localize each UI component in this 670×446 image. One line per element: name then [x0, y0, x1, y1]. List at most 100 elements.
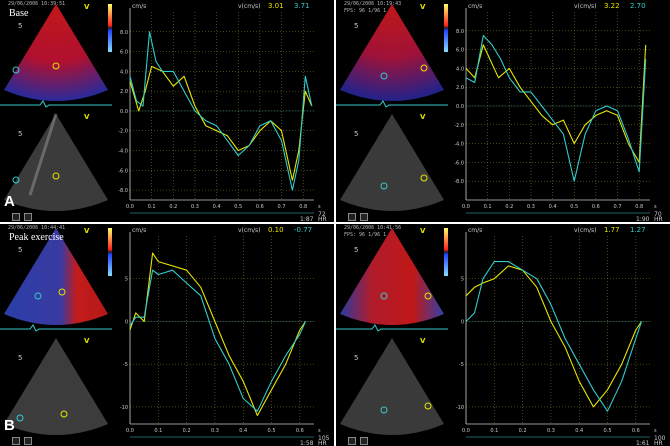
- y-tick-label: 2.0: [120, 89, 128, 95]
- readout-green: 3.71: [294, 2, 310, 10]
- readout-yellow: 3.22: [604, 2, 620, 10]
- x-tick-label: 0.3: [547, 428, 555, 434]
- y-tick-label: -2.0: [118, 129, 128, 135]
- y-tick-label: -2.0: [454, 123, 464, 129]
- y-tick-label: 0.0: [456, 104, 464, 110]
- x-tick-label: 0.4: [239, 428, 247, 434]
- velocity-chart: 0.0 0.1 0.2 0.3 0.4 0.5 0.6 5 0 -5 -10 cm/s v(cm/s) 1…: [456, 226, 666, 446]
- x-tick-label: 0.7: [278, 204, 286, 210]
- y-unit-label: cm/s: [468, 3, 482, 10]
- y-tick-label: -8.0: [118, 188, 128, 194]
- settings-icon[interactable]: [348, 437, 356, 445]
- y-tick-label: -5: [459, 362, 464, 368]
- y-tick-label: 4.0: [120, 69, 128, 75]
- hr-value: 70: [654, 211, 662, 218]
- hr-label: HR: [654, 440, 663, 446]
- hr-time: 1:61: [636, 440, 650, 446]
- y-unit-label: cm/s: [132, 227, 146, 234]
- bmode-sector: [340, 338, 444, 435]
- color-doppler-sector: [4, 4, 108, 101]
- y-tick-label: -4.0: [118, 149, 128, 155]
- panel-b-peak-exercise: V V 5 5 29/06/2006 10:44:41 Peak exercis…: [0, 224, 334, 446]
- x-tick-label: 0.1: [484, 204, 492, 210]
- ecg-trace: [0, 324, 112, 332]
- v-marker: V: [420, 113, 426, 121]
- depth-marker: 5: [354, 22, 359, 30]
- y-tick-label: 2.0: [456, 85, 464, 91]
- y-tick-label: 0: [125, 319, 128, 325]
- y-unit-label: cm/s: [132, 3, 146, 10]
- y-tick-label: -5: [123, 362, 128, 368]
- green-velocity-trace: [465, 261, 643, 412]
- x-tick-label: 0.4: [213, 204, 221, 210]
- camera-icon[interactable]: [360, 213, 368, 221]
- y-tick-label: 4.0: [456, 66, 464, 72]
- x-tick-label: 0.5: [570, 204, 578, 210]
- velocity-color-scale: [444, 4, 448, 52]
- settings-icon[interactable]: [12, 213, 20, 221]
- v-marker: V: [84, 337, 90, 345]
- v-marker: V: [420, 3, 426, 11]
- x-tick-label: 0.5: [604, 428, 612, 434]
- hr-value: 100: [654, 435, 666, 442]
- settings-icon[interactable]: [12, 437, 20, 445]
- ecg-trace: [0, 100, 112, 108]
- y-unit-label: cm/s: [468, 227, 482, 234]
- x-tick-label: 0.6: [256, 204, 264, 210]
- readout-yellow: 1.77: [604, 226, 620, 234]
- y-tick-label: 6.0: [456, 48, 464, 54]
- condition-label: Peak exercise: [9, 232, 64, 243]
- x-tick-label: 0.5: [234, 204, 242, 210]
- timestamp: 29/06/2006 10:41:56: [344, 225, 402, 231]
- depth-marker: 5: [18, 354, 23, 362]
- hr-label: HR: [654, 216, 663, 222]
- y-tick-label: 8.0: [120, 30, 128, 36]
- panel-a-second: V V 5 5 29/06/2006 10:19:43 FPS: 96 1/96…: [336, 0, 670, 222]
- condition-label: Base: [9, 8, 29, 19]
- depth-marker: 5: [354, 246, 359, 254]
- ecg-trace: [336, 100, 448, 108]
- color-doppler-sector: [340, 4, 444, 101]
- panel-letter: A: [4, 193, 15, 210]
- x-tick-label: 0.8: [635, 204, 643, 210]
- camera-icon[interactable]: [360, 437, 368, 445]
- readout-green: 1.27: [630, 226, 646, 234]
- y-tick-label: 0: [461, 319, 464, 325]
- y-tick-label: 5: [461, 277, 464, 283]
- x-tick-label: 0.0: [462, 204, 470, 210]
- hr-label: HR: [318, 216, 327, 222]
- x-tick-label: 0.4: [575, 428, 583, 434]
- hr-time: 1:58: [300, 440, 314, 446]
- hr-time: 1:90: [636, 216, 650, 222]
- camera-icon[interactable]: [24, 213, 32, 221]
- hr-value: 105: [318, 435, 330, 442]
- color-doppler-sector: [4, 228, 108, 325]
- x-unit-label: s: [654, 428, 657, 434]
- yellow-velocity-trace: [465, 265, 642, 408]
- velocity-chart: 0.0 0.1 0.2 0.3 0.4 0.5 0.6 0.7 0.8 8.0 6.0 4.0 2.0 0…: [454, 2, 663, 222]
- y-tick-label: -8.0: [454, 179, 464, 185]
- x-tick-label: 0.2: [505, 204, 513, 210]
- x-unit-label: s: [654, 204, 657, 210]
- x-tick-label: 0.7: [614, 204, 622, 210]
- x-tick-label: 0.3: [211, 428, 219, 434]
- timestamp: 29/06/2006 10:44:41: [8, 225, 66, 231]
- timestamp-line2: FPS: 96 1/96 1: [344, 232, 387, 238]
- v-marker: V: [420, 227, 426, 235]
- velocity-chart: 0.0 0.1 0.2 0.3 0.4 0.5 0.6 0.7 0.8 8.0 6.0 4.0 2.0 0…: [118, 2, 327, 222]
- settings-icon[interactable]: [348, 213, 356, 221]
- x-tick-label: 0.0: [462, 428, 470, 434]
- v-marker: V: [84, 227, 90, 235]
- y-tick-label: -6.0: [118, 168, 128, 174]
- panel-b-second: V V 5 5 29/06/2006 10:41:56 FPS: 96 1/96…: [336, 224, 670, 446]
- yellow-velocity-trace: [129, 65, 313, 181]
- y-axis-label: v(cm/s): [238, 3, 261, 10]
- y-axis-label: v(cm/s): [574, 3, 597, 10]
- camera-icon[interactable]: [24, 437, 32, 445]
- v-marker: V: [420, 337, 426, 345]
- depth-marker: 5: [354, 354, 359, 362]
- v-marker: V: [84, 3, 90, 11]
- readout-yellow: 3.01: [268, 2, 284, 10]
- y-tick-label: 6.0: [120, 50, 128, 56]
- x-tick-label: 0.1: [148, 204, 156, 210]
